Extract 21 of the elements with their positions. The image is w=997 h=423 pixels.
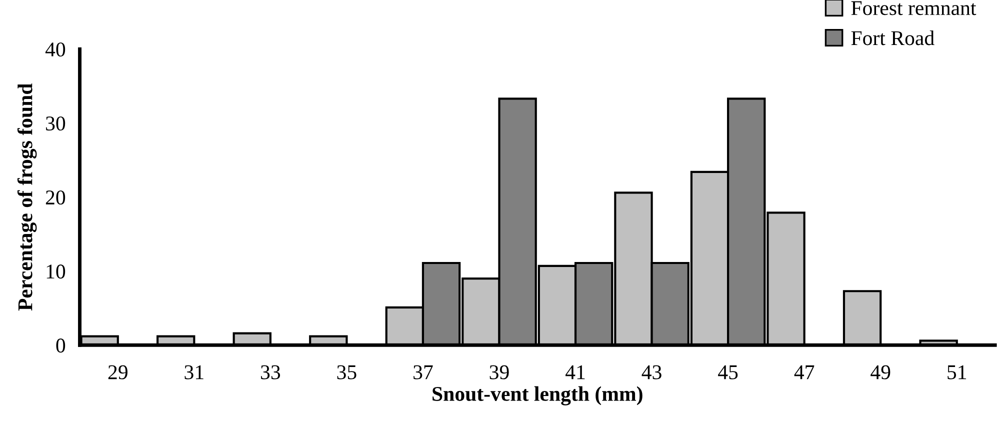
x-tick-label: 33 (261, 365, 280, 380)
x-tick-label: 41 (566, 365, 585, 380)
x-tick-label: 37 (414, 365, 433, 380)
x-tick-label: 51 (948, 365, 966, 380)
x-tick-label: 47 (794, 365, 814, 380)
y-tick-label: 30 (46, 116, 66, 131)
y-axis-title: Percentage of frogs found (17, 83, 37, 311)
legend-label: Fort Road (851, 30, 934, 46)
y-tick-label: 0 (56, 338, 66, 353)
x-axis-title: Snout-vent length (mm) (432, 386, 642, 406)
y-tick-label: 10 (46, 264, 66, 279)
x-tick-label: 45 (718, 365, 738, 380)
x-tick-label: 31 (184, 365, 204, 380)
y-tick-label: 20 (46, 190, 66, 205)
y-tick-label: 40 (45, 42, 66, 56)
x-tick-label: 29 (108, 365, 128, 380)
x-tick-label: 39 (490, 365, 509, 380)
x-tick-label: 35 (337, 365, 356, 380)
legend-label: Forest remnant (851, 1, 976, 16)
x-tick-label: 49 (870, 365, 890, 380)
x-tick-label: 43 (642, 365, 662, 380)
